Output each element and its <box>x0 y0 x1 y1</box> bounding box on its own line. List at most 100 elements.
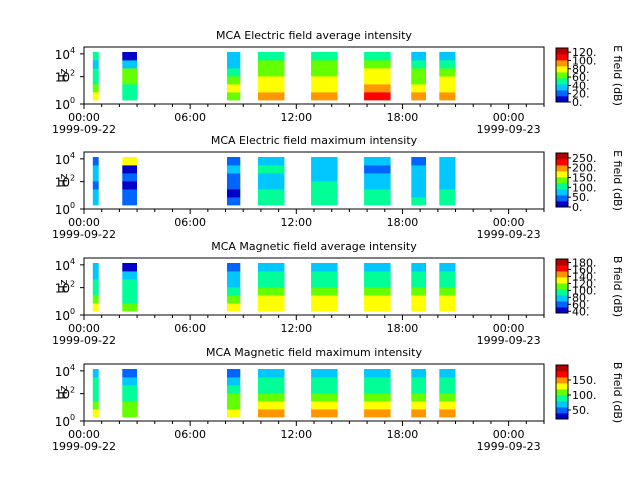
x-date-label: 1999-09-23 <box>477 228 541 241</box>
colorbar-tick-label: 40. <box>572 305 590 318</box>
spectrogram-cell <box>311 271 338 280</box>
spectrogram-cell <box>122 52 137 61</box>
panel-title: MCA Magnetic field maximum intensity <box>206 346 422 359</box>
spectrogram-cell <box>92 165 99 174</box>
spectrogram-cell <box>311 189 338 198</box>
spectrogram-cell <box>364 189 391 198</box>
spectrogram-cell <box>439 157 456 166</box>
spectrogram-cell <box>92 197 99 206</box>
y-tick-exponent: 2 <box>70 280 75 289</box>
spectrogram-cell <box>364 60 391 69</box>
spectrogram-cell <box>364 385 391 394</box>
colorbar-segment <box>556 171 568 178</box>
spectrogram-cell <box>227 60 241 69</box>
spectrogram-cell <box>258 393 285 402</box>
spectrogram-cell <box>122 173 137 182</box>
spectrogram-cell <box>411 197 426 206</box>
spectrogram-cell <box>227 197 241 206</box>
spectrogram-cell <box>122 409 137 418</box>
spectrogram-cell <box>258 157 285 166</box>
x-tick-label: 00:00 <box>493 428 525 441</box>
spectrogram-cell <box>92 181 99 190</box>
y-tick-exponent: 0 <box>70 307 75 316</box>
spectrogram-cell <box>411 68 426 77</box>
colorbar-segment <box>556 389 568 396</box>
spectrogram-cell <box>122 401 137 410</box>
spectrogram-cell <box>227 84 241 93</box>
spectrogram-cell <box>311 157 338 166</box>
colorbar-segment <box>556 383 568 390</box>
panel-title: MCA Magnetic field average intensity <box>211 240 417 253</box>
spectrogram-cell <box>227 68 241 77</box>
spectrogram-cell <box>439 181 456 190</box>
spectrogram-cell <box>439 68 456 77</box>
spectrogram-cell <box>439 197 456 206</box>
spectrogram-cell <box>258 303 285 312</box>
spectrogram-cell <box>227 157 241 166</box>
spectrogram-cell <box>364 369 391 378</box>
spectrogram-cell <box>311 287 338 296</box>
colorbar-tick-label: 20. <box>572 88 590 101</box>
colorbar-tick-label: 140. <box>572 270 597 283</box>
x-tick-label: 00:00 <box>68 216 100 229</box>
spectrogram-cell <box>258 197 285 206</box>
colorbar-segment <box>556 48 568 55</box>
spectrogram-cell <box>411 369 426 378</box>
colorbar-tick-label: 200. <box>572 162 597 175</box>
y-tick-exponent: 4 <box>70 151 75 160</box>
x-tick-label: 00:00 <box>68 111 100 124</box>
spectrogram-cell <box>122 165 137 174</box>
spectrogram-cell <box>227 52 241 61</box>
spectrogram-cell <box>122 76 137 85</box>
y-tick-exponent: 0 <box>70 96 75 105</box>
spectrogram-cell <box>258 409 285 418</box>
colorbar-segment <box>556 177 568 184</box>
spectrogram-cell <box>411 173 426 182</box>
spectrogram-cell <box>92 271 99 280</box>
colorbar-tick-label: 100. <box>572 181 597 194</box>
spectrogram-cell <box>364 377 391 386</box>
spectrogram-cell <box>439 60 456 69</box>
spectrogram-cell <box>364 279 391 288</box>
y-tick-base: 10 <box>55 309 70 323</box>
x-tick-label: 18:00 <box>387 428 419 441</box>
x-tick-label: 06:00 <box>174 111 206 124</box>
colorbar-tick-label: 250. <box>572 152 597 165</box>
spectrogram-cell <box>227 189 241 198</box>
spectrogram-cell <box>92 369 99 378</box>
spectrogram-cell <box>439 92 456 101</box>
x-date-label: 1999-09-22 <box>52 334 116 347</box>
spectrogram-cell <box>311 279 338 288</box>
colorbar-segment <box>556 371 568 378</box>
spectrogram-cell <box>227 401 241 410</box>
spectrogram-cell <box>227 76 241 85</box>
x-tick-label: 06:00 <box>174 216 206 229</box>
colorbar-tick-label: 0. <box>572 96 583 109</box>
x-tick-label: 06:00 <box>174 322 206 335</box>
spectrogram-cell <box>364 287 391 296</box>
y-tick-exponent: 4 <box>70 46 75 55</box>
spectrogram-cell <box>411 295 426 304</box>
spectrogram-cell <box>411 271 426 280</box>
y-tick-exponent: 0 <box>70 413 75 422</box>
spectrogram-cell <box>122 279 137 288</box>
spectrogram-cell <box>364 393 391 402</box>
spectrogram-cell <box>411 181 426 190</box>
x-tick-label: 12:00 <box>280 322 312 335</box>
spectrogram-cell <box>227 271 241 280</box>
spectrogram-cell <box>364 68 391 77</box>
spectrogram-cell <box>227 173 241 182</box>
spectrogram-cell <box>258 181 285 190</box>
colorbar-segment <box>556 365 568 372</box>
y-tick-exponent: 4 <box>70 257 75 266</box>
spectrogram-cell <box>92 52 99 61</box>
spectrogram-cell <box>311 401 338 410</box>
spectrogram-cell <box>364 92 391 101</box>
colorbar-segment <box>556 271 568 278</box>
spectrogram-cell <box>439 271 456 280</box>
spectrogram-cell <box>439 52 456 61</box>
spectrogram-cell <box>122 377 137 386</box>
spectrogram-cell <box>311 76 338 85</box>
spectrogram-cell <box>122 369 137 378</box>
